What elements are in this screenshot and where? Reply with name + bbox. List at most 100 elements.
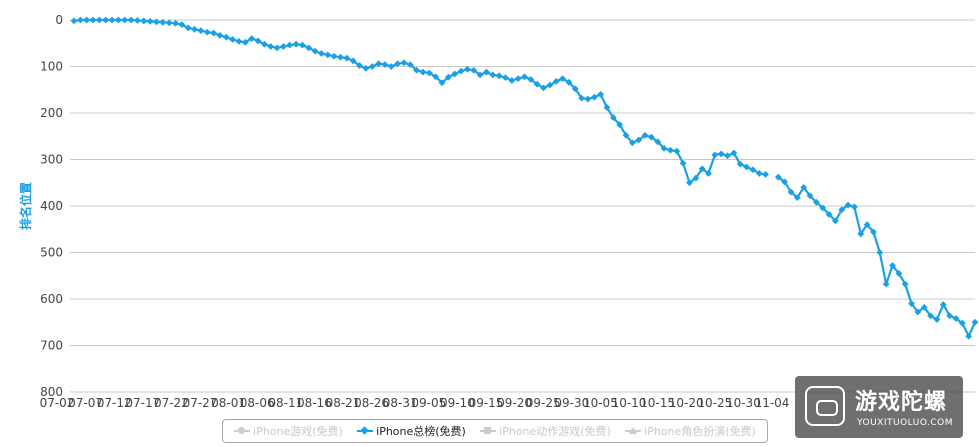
data-point[interactable] xyxy=(838,206,846,214)
data-point[interactable] xyxy=(819,204,827,212)
data-point[interactable] xyxy=(356,62,363,69)
data-point[interactable] xyxy=(470,66,478,74)
data-point[interactable] xyxy=(679,159,687,167)
data-point[interactable] xyxy=(381,61,389,69)
data-point[interactable] xyxy=(89,16,97,24)
data-point[interactable] xyxy=(286,41,294,49)
data-point[interactable] xyxy=(914,308,922,316)
data-point[interactable] xyxy=(521,73,528,81)
data-point[interactable] xyxy=(667,146,674,154)
data-point[interactable] xyxy=(851,203,858,211)
data-point[interactable] xyxy=(946,312,954,320)
data-point[interactable] xyxy=(241,38,249,46)
data-point[interactable] xyxy=(172,19,179,27)
data-point[interactable] xyxy=(812,198,820,206)
data-point[interactable] xyxy=(203,28,211,36)
data-point[interactable] xyxy=(565,78,573,86)
data-point[interactable] xyxy=(571,85,579,93)
data-point[interactable] xyxy=(755,170,763,177)
data-point[interactable] xyxy=(793,194,801,202)
data-point[interactable] xyxy=(70,17,78,25)
data-point[interactable] xyxy=(400,59,408,67)
data-point[interactable] xyxy=(299,41,306,49)
data-point[interactable] xyxy=(927,312,934,320)
legend-item-iphone-overall[interactable]: iPhone总榜(免费) xyxy=(357,423,466,439)
series-points[interactable] xyxy=(70,16,979,340)
data-point[interactable] xyxy=(597,91,605,98)
data-point[interactable] xyxy=(952,315,960,322)
data-point[interactable] xyxy=(311,47,319,55)
data-point[interactable] xyxy=(153,18,160,26)
data-point[interactable] xyxy=(730,149,738,157)
data-point[interactable] xyxy=(882,280,890,288)
data-point[interactable] xyxy=(901,280,909,288)
data-point[interactable] xyxy=(781,178,789,186)
data-point[interactable] xyxy=(889,262,896,269)
data-point[interactable] xyxy=(939,301,947,308)
data-point[interactable] xyxy=(191,25,198,33)
data-point[interactable] xyxy=(318,50,325,57)
data-point[interactable] xyxy=(330,52,338,60)
data-point[interactable] xyxy=(495,72,503,80)
data-point[interactable] xyxy=(743,163,750,171)
data-point[interactable] xyxy=(705,170,712,177)
data-point[interactable] xyxy=(609,114,617,122)
data-point[interactable] xyxy=(235,37,243,45)
data-point[interactable] xyxy=(686,179,693,187)
data-point[interactable] xyxy=(648,133,655,141)
data-point[interactable] xyxy=(368,63,376,70)
data-point[interactable] xyxy=(463,65,471,73)
data-point[interactable] xyxy=(508,77,516,84)
data-point[interactable] xyxy=(121,16,129,24)
data-point[interactable] xyxy=(635,136,643,144)
data-point[interactable] xyxy=(584,95,592,103)
data-point[interactable] xyxy=(146,17,154,25)
data-point[interactable] xyxy=(140,17,148,25)
data-point[interactable] xyxy=(774,173,782,181)
data-point[interactable] xyxy=(489,71,497,79)
data-point[interactable] xyxy=(806,192,814,200)
data-point[interactable] xyxy=(76,16,84,24)
data-point[interactable] xyxy=(115,16,122,24)
data-point[interactable] xyxy=(438,79,446,87)
data-point[interactable] xyxy=(413,66,421,74)
data-point[interactable] xyxy=(457,67,465,75)
data-point[interactable] xyxy=(95,16,103,24)
data-point[interactable] xyxy=(394,60,401,68)
data-point[interactable] xyxy=(698,165,706,173)
data-point[interactable] xyxy=(178,21,186,29)
data-point[interactable] xyxy=(514,75,522,82)
data-point[interactable] xyxy=(108,16,116,24)
legend-item-iphone-rpg[interactable]: iPhone角色扮演(免费) xyxy=(625,423,756,439)
data-point[interactable] xyxy=(419,68,427,76)
data-point[interactable] xyxy=(971,318,979,326)
data-point[interactable] xyxy=(305,44,313,52)
data-point[interactable] xyxy=(134,17,141,24)
data-point[interactable] xyxy=(603,104,611,111)
data-point[interactable] xyxy=(292,40,300,48)
data-point[interactable] xyxy=(425,69,433,77)
data-point[interactable] xyxy=(343,54,351,62)
data-point[interactable] xyxy=(724,152,731,160)
data-point[interactable] xyxy=(362,64,370,72)
data-point[interactable] xyxy=(590,93,598,101)
data-point[interactable] xyxy=(876,249,884,256)
data-point[interactable] xyxy=(673,147,681,155)
data-point[interactable] xyxy=(102,16,110,24)
data-point[interactable] xyxy=(127,16,135,24)
data-point[interactable] xyxy=(622,131,630,139)
data-point[interactable] xyxy=(324,51,332,59)
data-point[interactable] xyxy=(197,27,205,35)
data-point[interactable] xyxy=(83,16,91,24)
data-point[interactable] xyxy=(920,303,928,311)
data-point[interactable] xyxy=(958,319,966,327)
data-point[interactable] xyxy=(502,74,509,82)
data-point[interactable] xyxy=(216,31,224,39)
data-point[interactable] xyxy=(533,80,541,88)
data-point[interactable] xyxy=(711,151,719,159)
data-point[interactable] xyxy=(476,71,484,79)
data-point[interactable] xyxy=(552,77,560,85)
data-point[interactable] xyxy=(641,131,649,139)
data-point[interactable] xyxy=(616,121,624,129)
data-point[interactable] xyxy=(692,174,700,182)
